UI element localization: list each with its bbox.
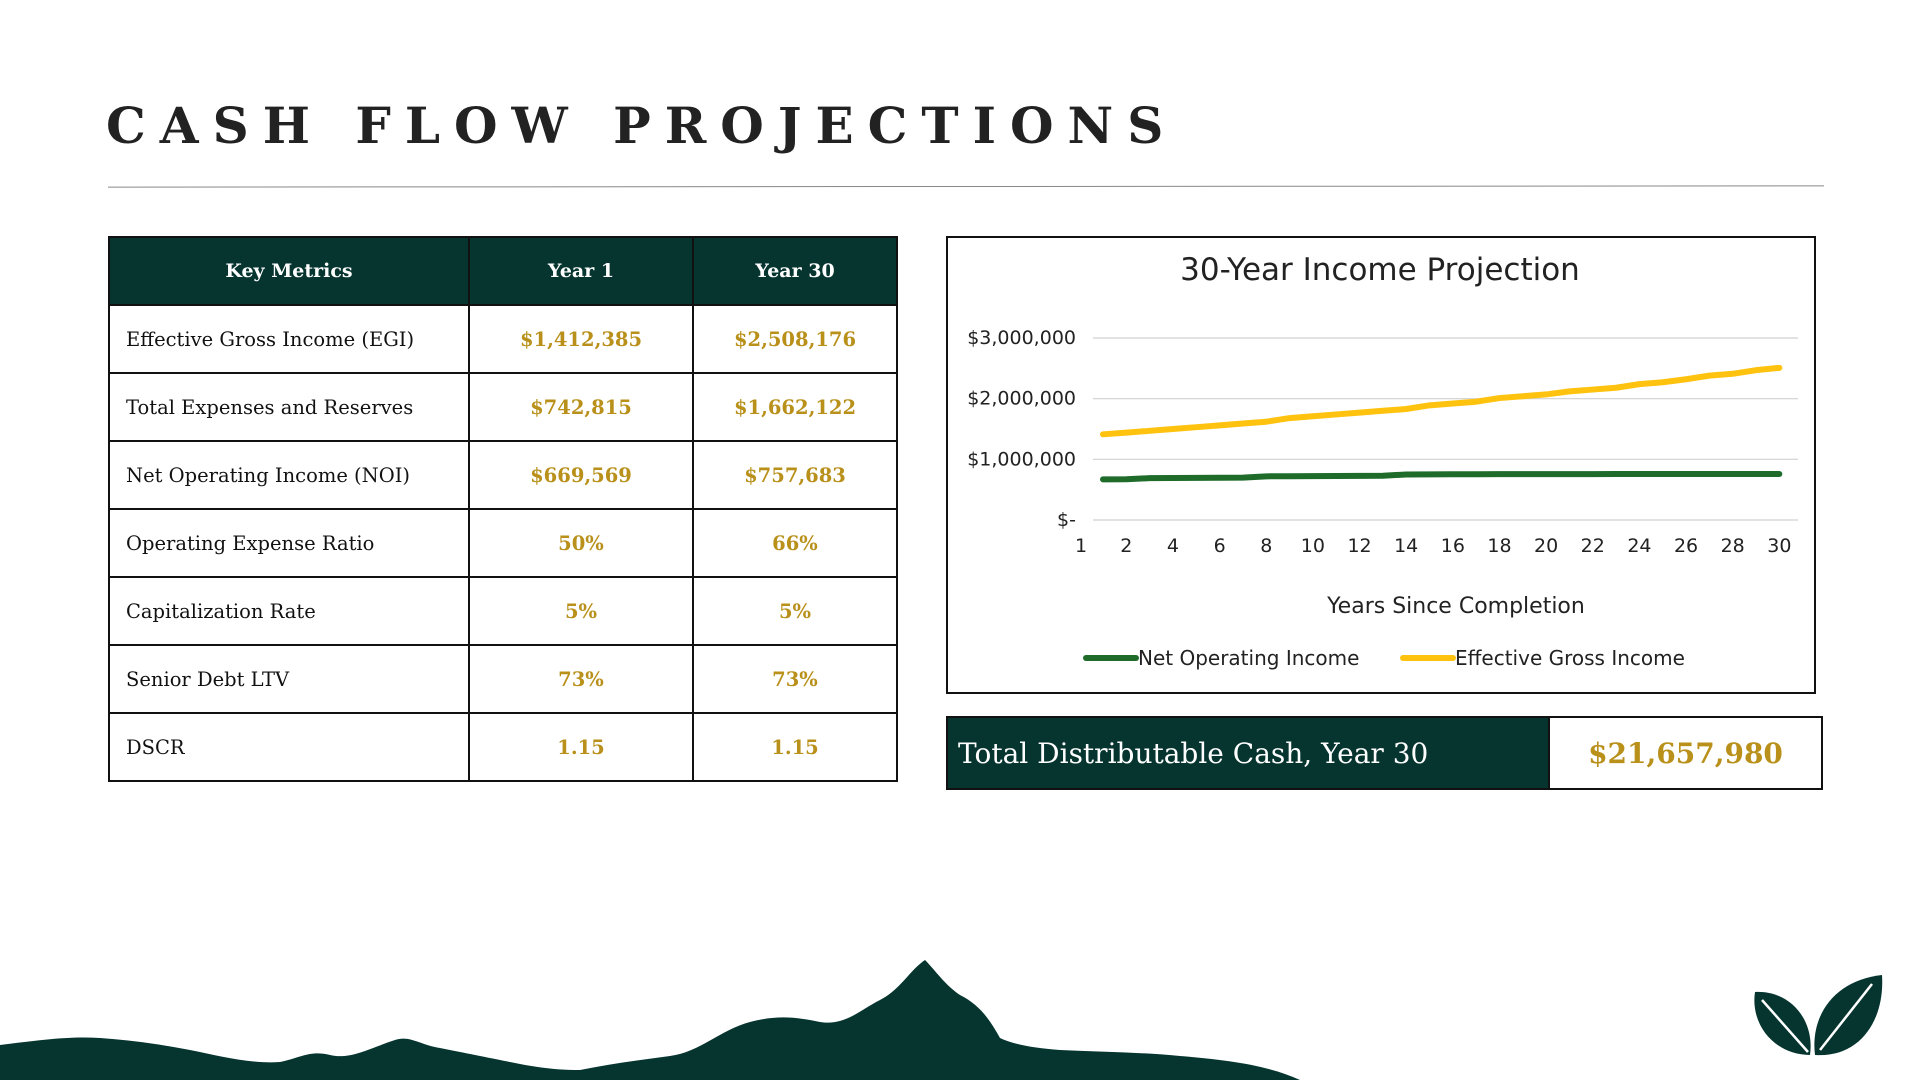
x-axis-label: Years Since Completion (1326, 594, 1585, 619)
x-tick-label: 14 (1394, 535, 1418, 557)
income-projection-chart: 30-Year Income Projection $- $1,000,000 $2,… (946, 236, 1816, 694)
row-year-1-value: 1.15 (468, 712, 694, 782)
series-line-0 (1100, 471, 1783, 483)
header-year-1: Year 1 (468, 236, 694, 306)
x-tick-label: 1 (1075, 535, 1087, 557)
leaf-right-icon (1814, 975, 1883, 1056)
row-year-1-value: $742,815 (468, 372, 694, 442)
legend-label: Net Operating Income (1138, 646, 1359, 670)
x-tick-label: 20 (1534, 535, 1558, 557)
table-header-row: Key Metrics Year 1 Year 30 (108, 236, 898, 306)
legend-label: Effective Gross Income (1455, 646, 1685, 670)
chart-title: 30-Year Income Projection (1180, 252, 1580, 288)
y-tick-label: $3,000,000 (967, 327, 1076, 349)
row-label: DSCR (108, 712, 470, 782)
page-title: CASH FLOW PROJECTIONS (106, 96, 1178, 155)
row-year-1-value: 5% (468, 576, 694, 646)
row-year-30-value: 5% (692, 576, 898, 646)
x-tick-label: 6 (1214, 535, 1226, 557)
row-label: Operating Expense Ratio (108, 508, 470, 578)
y-tick-label: $1,000,000 (967, 448, 1076, 470)
row-label: Total Expenses and Reserves (108, 372, 470, 442)
x-tick-label: 26 (1674, 535, 1698, 557)
table-row: Effective Gross Income (EGI) $1,412,385 … (108, 304, 898, 374)
leaf-left-icon (1754, 991, 1811, 1055)
table-row: Operating Expense Ratio 50% 66% (108, 508, 898, 578)
row-year-1-value: $1,412,385 (468, 304, 694, 374)
x-tick-label: 30 (1767, 535, 1791, 557)
table-row: Net Operating Income (NOI) $669,569 $757… (108, 440, 898, 510)
row-year-1-value: 50% (468, 508, 694, 578)
row-label: Capitalization Rate (108, 576, 470, 646)
row-year-30-value: $1,662,122 (692, 372, 898, 442)
x-tick-label: 16 (1441, 535, 1465, 557)
x-tick-label: 24 (1627, 535, 1651, 557)
row-year-30-value: 1.15 (692, 712, 898, 782)
x-tick-label: 8 (1260, 535, 1272, 557)
header-key-metrics: Key Metrics (108, 236, 470, 306)
row-year-1-value: 73% (468, 644, 694, 714)
table-row: Senior Debt LTV 73% 73% (108, 644, 898, 714)
row-label: Effective Gross Income (EGI) (108, 304, 470, 374)
x-tick-label: 12 (1347, 535, 1371, 557)
row-year-1-value: $669,569 (468, 440, 694, 510)
row-year-30-value: $2,508,176 (692, 304, 898, 374)
total-value: $21,657,980 (1548, 718, 1821, 788)
total-distributable-cash: Total Distributable Cash, Year 30 $21,65… (946, 716, 1823, 790)
row-year-30-value: 66% (692, 508, 898, 578)
x-tick-label: 28 (1721, 535, 1745, 557)
row-label: Net Operating Income (NOI) (108, 440, 470, 510)
title-divider (107, 185, 1825, 188)
table-row: Capitalization Rate 5% 5% (108, 576, 898, 646)
row-label: Senior Debt LTV (108, 644, 470, 714)
header-year-30: Year 30 (692, 236, 898, 306)
key-metrics-table: Key Metrics Year 1 Year 30 Effective Gro… (108, 236, 898, 782)
x-tick-label: 4 (1167, 535, 1179, 557)
y-tick-label: $- (1057, 509, 1076, 531)
x-tick-label: 10 (1301, 535, 1325, 557)
table-row: Total Expenses and Reserves $742,815 $1,… (108, 372, 898, 442)
y-tick-label: $2,000,000 (967, 388, 1076, 410)
total-label: Total Distributable Cash, Year 30 (948, 718, 1548, 788)
x-tick-label: 2 (1120, 535, 1132, 557)
series-line-1 (1100, 364, 1783, 438)
row-year-30-value: 73% (692, 644, 898, 714)
chart-svg: 30-Year Income Projection $- $1,000,000 $2,… (967, 252, 1798, 670)
row-year-30-value: $757,683 (692, 440, 898, 510)
table-row: DSCR 1.15 1.15 (108, 712, 898, 782)
x-tick-label: 18 (1487, 535, 1511, 557)
x-tick-label: 22 (1581, 535, 1605, 557)
